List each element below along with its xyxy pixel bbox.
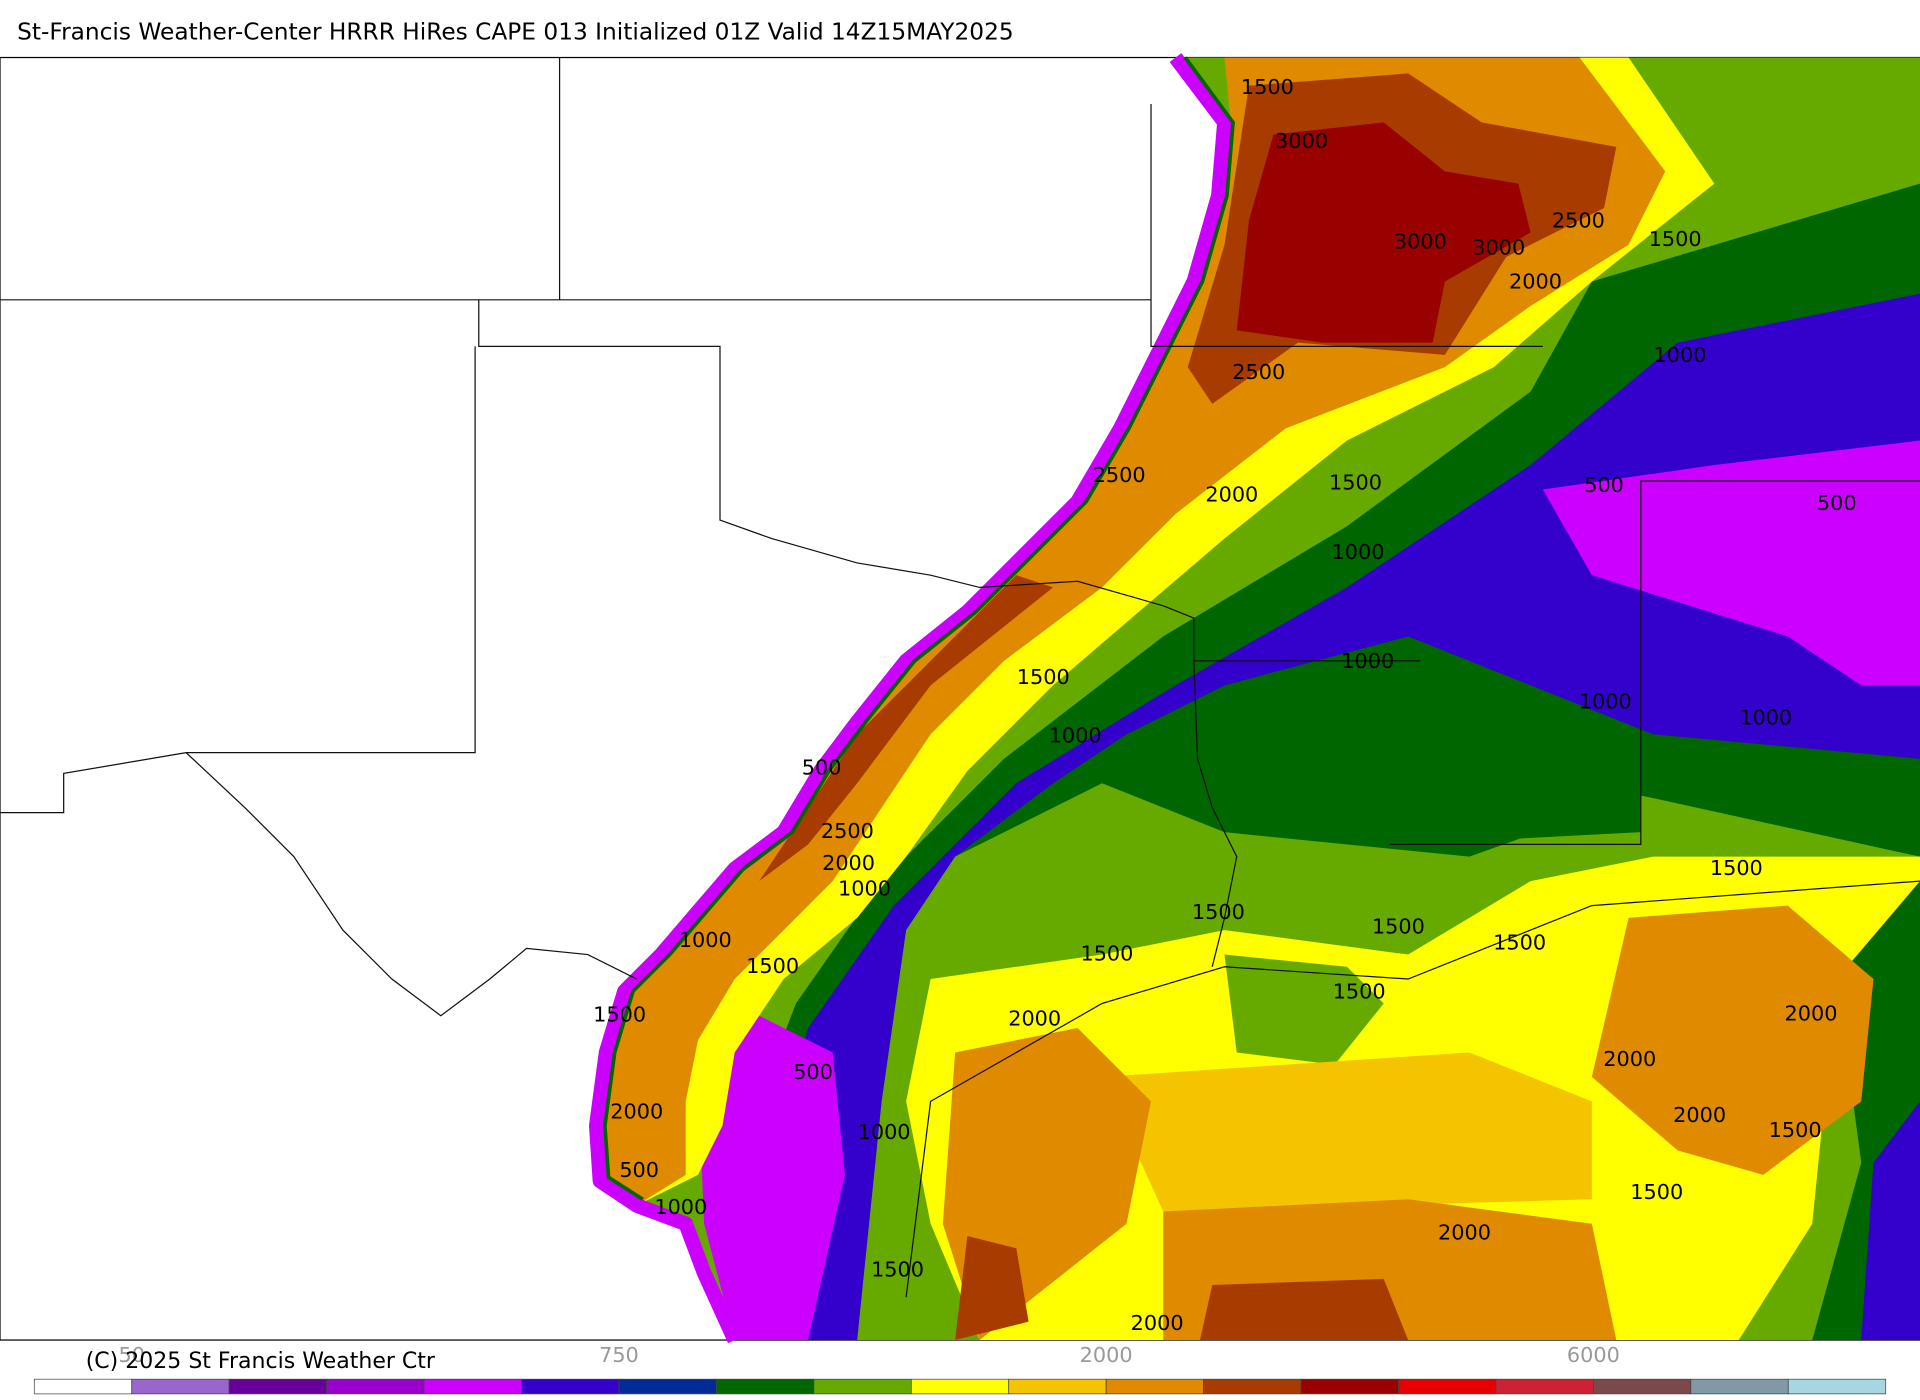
copyright: (C) 2025 St Francis Weather Ctr <box>86 1349 436 1374</box>
cape-field <box>1102 1052 1592 1212</box>
cape-field <box>1236 122 1531 343</box>
cape-field <box>1861 1101 1920 1341</box>
contour-label: 1500 <box>1080 942 1133 966</box>
contour-label: 1000 <box>1654 343 1707 367</box>
cape-field <box>697 1015 845 1341</box>
contour-label: 2000 <box>1603 1047 1656 1071</box>
contour-label: 1000 <box>1739 705 1792 729</box>
contour-label: 1000 <box>858 1120 911 1144</box>
contour-label: 2000 <box>1008 1006 1061 1030</box>
border <box>185 752 638 1017</box>
contour-label: 1500 <box>746 954 799 978</box>
contour-label: 2000 <box>1509 270 1562 294</box>
contour-label: 1500 <box>1017 665 1070 689</box>
colorbar-swatch <box>326 1378 425 1395</box>
colorbar-swatch <box>228 1378 327 1395</box>
colorbar-swatch <box>1105 1378 1204 1395</box>
contour-label: 2500 <box>1552 209 1605 233</box>
contour-label: 2000 <box>1438 1221 1491 1245</box>
contour-label: 2000 <box>1205 483 1258 507</box>
colorbar-swatch <box>716 1378 815 1395</box>
borders <box>0 57 1920 1298</box>
contour-label: 1000 <box>1341 649 1394 673</box>
contour-label: 1500 <box>1710 856 1763 880</box>
cape-field <box>1542 440 1920 686</box>
colorbar-label: 750 <box>599 1343 639 1367</box>
cape-field <box>955 1236 1029 1341</box>
colorbar-swatch <box>618 1378 717 1395</box>
cape-field <box>759 575 1054 882</box>
contour-label: 1500 <box>1241 75 1294 99</box>
colorbar-swatch <box>1690 1378 1789 1395</box>
contour-label: 1000 <box>679 928 732 952</box>
cape-field <box>1200 1278 1409 1341</box>
cape-field <box>1591 905 1874 1175</box>
colorbar-swatch <box>1203 1378 1302 1395</box>
contour-label: 3000 <box>1472 235 1525 259</box>
contour-label: 1500 <box>871 1257 924 1281</box>
contour-label: 1500 <box>1769 1118 1822 1142</box>
contour-label: 3000 <box>1275 129 1328 153</box>
border <box>1389 480 1920 846</box>
cape-field <box>1224 954 1384 1065</box>
title: St-Francis Weather-Center HRRR HiRes CAP… <box>17 19 1014 46</box>
contour-label: 2000 <box>822 851 875 875</box>
contour-label: 1000 <box>654 1195 707 1219</box>
colorbar-swatch <box>131 1378 230 1395</box>
contour-label: 2000 <box>610 1099 663 1123</box>
contour-label: 1000 <box>1331 540 1384 564</box>
colorbar-swatch <box>1398 1378 1497 1395</box>
colorbar-label: 2000 <box>1080 1343 1133 1367</box>
contour-label: 1000 <box>1049 724 1102 748</box>
colorbar-label: 50 <box>118 1343 144 1367</box>
contour-label: 2000 <box>1785 1002 1838 1026</box>
contour-label: 2500 <box>1232 360 1285 384</box>
colorbar-swatch <box>1495 1378 1594 1395</box>
border <box>1193 660 1238 967</box>
colorbar-label: 6000 <box>1567 1343 1620 1367</box>
border <box>1150 104 1543 347</box>
contour-label: 1500 <box>593 1003 646 1027</box>
colorbar-swatch <box>521 1378 620 1395</box>
contour-label: 500 <box>1817 491 1857 515</box>
map <box>0 53 1920 1344</box>
contour-label: 3000 <box>1394 229 1447 253</box>
colorbar-swatch <box>910 1378 1010 1395</box>
colorbar-swatch <box>1008 1378 1107 1395</box>
border <box>0 346 476 814</box>
contour-label: 500 <box>802 756 842 780</box>
contour-label: 1500 <box>1192 900 1245 924</box>
colorbar: 50 750 2000 6000 <box>33 1343 1887 1395</box>
contour-label: 1500 <box>1329 470 1382 494</box>
colorbar-swatch <box>33 1378 133 1395</box>
contour-label: 500 <box>619 1158 659 1182</box>
contour-label: 500 <box>793 1060 833 1084</box>
colorbar-swatch <box>1300 1378 1399 1395</box>
cape-field <box>1408 685 1641 845</box>
colorbar-swatch <box>813 1378 912 1395</box>
border <box>478 299 1421 662</box>
contour-label: 1500 <box>1493 931 1546 955</box>
cape-edge <box>603 56 1235 1201</box>
colorbar-swatch <box>423 1378 522 1395</box>
coastline <box>905 880 1920 1298</box>
contour-label: 1500 <box>1333 979 1386 1003</box>
contour-label: 2000 <box>1673 1103 1726 1127</box>
colorbar-swatch <box>1593 1378 1692 1395</box>
contour-label: 1500 <box>1372 915 1425 939</box>
colorbar-swatch <box>1787 1378 1887 1395</box>
contour-label: 500 <box>1584 473 1624 497</box>
contour-label: 1000 <box>1579 689 1632 713</box>
cape-edge <box>588 53 1232 1344</box>
contour-label: 1500 <box>1649 227 1702 251</box>
contour-label: 1500 <box>1630 1180 1683 1204</box>
contour-label: 2000 <box>1131 1311 1184 1335</box>
contour-label: 2500 <box>1093 463 1146 487</box>
contour-label: 1000 <box>838 877 891 901</box>
contour-label: 2500 <box>821 819 874 843</box>
